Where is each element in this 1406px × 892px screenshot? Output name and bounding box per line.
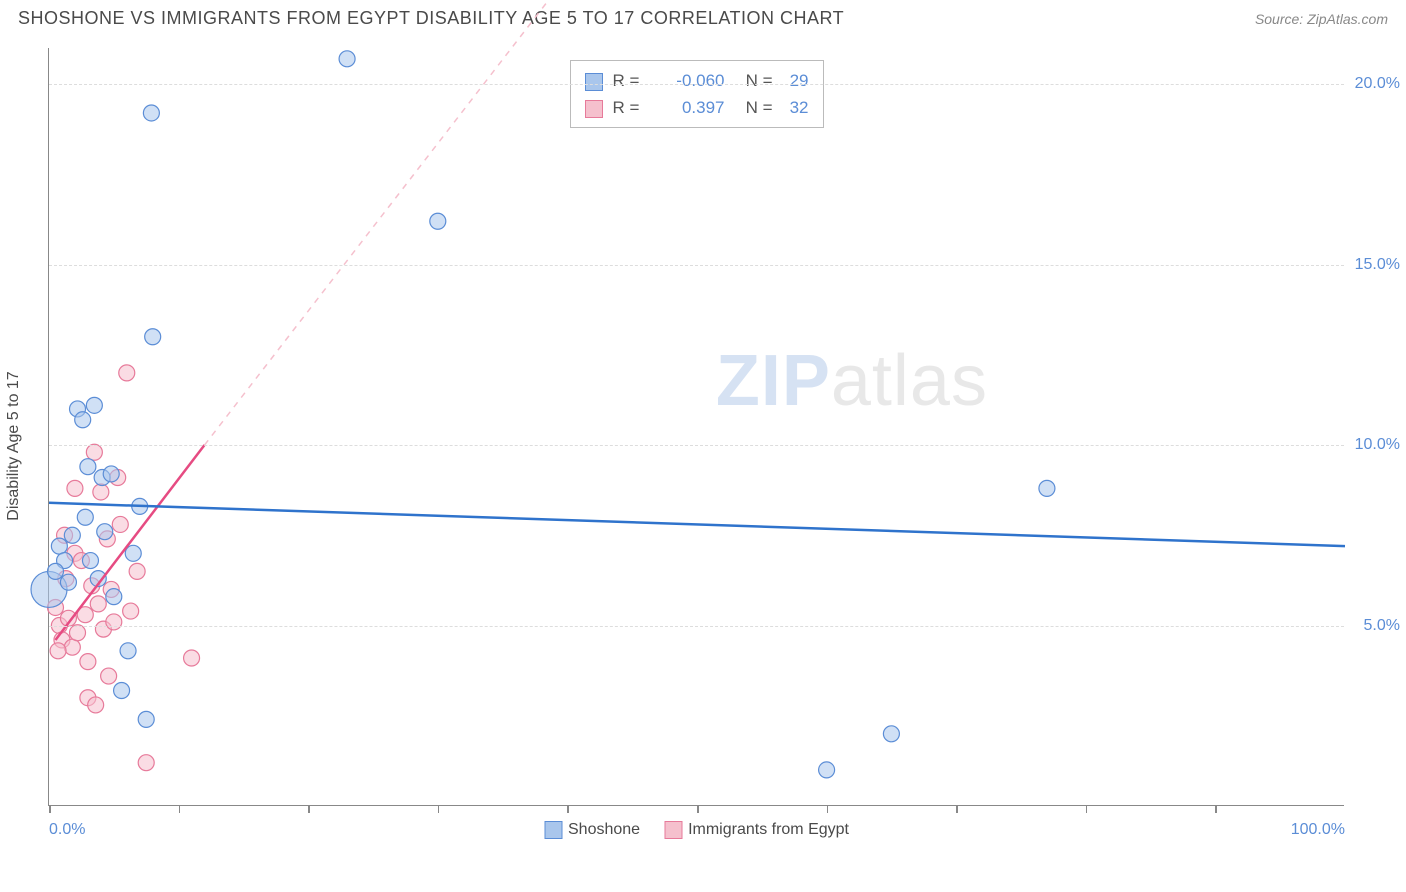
scatter-point xyxy=(67,480,83,496)
x-tick xyxy=(567,805,569,813)
scatter-point xyxy=(129,563,145,579)
n-label: N = xyxy=(725,67,773,94)
x-tick xyxy=(438,805,440,813)
scatter-point xyxy=(80,459,96,475)
x-tick xyxy=(956,805,958,813)
series-legend: Shoshone Immigrants from Egypt xyxy=(544,821,849,839)
trend-line xyxy=(49,503,1345,546)
scatter-point xyxy=(51,538,67,554)
gridline xyxy=(49,265,1344,266)
legend-item-egypt: Immigrants from Egypt xyxy=(664,821,849,839)
y-tick-label: 15.0% xyxy=(1355,256,1400,274)
scatter-point xyxy=(339,51,355,67)
scatter-point xyxy=(112,516,128,532)
y-axis-label: Disability Age 5 to 17 xyxy=(5,371,23,520)
scatter-point xyxy=(86,444,102,460)
n-value-1: 29 xyxy=(773,67,809,94)
scatter-point xyxy=(77,509,93,525)
r-label: R = xyxy=(613,94,653,121)
scatter-point xyxy=(80,654,96,670)
gridline xyxy=(49,626,1344,627)
scatter-point xyxy=(119,365,135,381)
scatter-point xyxy=(883,726,899,742)
scatter-point xyxy=(103,466,119,482)
legend-swatch-egypt-2 xyxy=(664,821,682,839)
scatter-point xyxy=(125,545,141,561)
n-value-2: 32 xyxy=(773,94,809,121)
scatter-point xyxy=(106,589,122,605)
scatter-point xyxy=(138,755,154,771)
correlation-legend: R = -0.060 N = 29 R = 0.397 N = 32 xyxy=(570,60,824,128)
r-value-2: 0.397 xyxy=(653,94,725,121)
x-tick xyxy=(179,805,181,813)
scatter-point xyxy=(88,697,104,713)
n-label: N = xyxy=(725,94,773,121)
scatter-point xyxy=(430,213,446,229)
y-tick-label: 5.0% xyxy=(1364,617,1400,635)
scatter-point xyxy=(64,527,80,543)
scatter-point xyxy=(143,105,159,121)
chart-header: SHOSHONE VS IMMIGRANTS FROM EGYPT DISABI… xyxy=(0,0,1406,33)
x-tick xyxy=(308,805,310,813)
scatter-point xyxy=(1039,480,1055,496)
scatter-point xyxy=(114,682,130,698)
x-tick xyxy=(697,805,699,813)
legend-swatch-shoshone xyxy=(585,73,603,91)
scatter-point xyxy=(123,603,139,619)
x-tick xyxy=(1086,805,1088,813)
x-tick-label: 100.0% xyxy=(1291,821,1345,839)
scatter-point xyxy=(97,524,113,540)
legend-swatch-shoshone-2 xyxy=(544,821,562,839)
gridline xyxy=(49,84,1344,85)
x-tick xyxy=(827,805,829,813)
chart-source: Source: ZipAtlas.com xyxy=(1255,11,1388,27)
gridline xyxy=(49,445,1344,446)
scatter-point xyxy=(93,484,109,500)
scatter-point xyxy=(64,639,80,655)
scatter-point xyxy=(50,643,66,659)
scatter-point xyxy=(47,563,63,579)
scatter-point xyxy=(82,553,98,569)
scatter-point xyxy=(86,397,102,413)
y-tick-label: 20.0% xyxy=(1355,75,1400,93)
scatter-point xyxy=(120,643,136,659)
scatter-point xyxy=(819,762,835,778)
x-tick xyxy=(1215,805,1217,813)
chart-title: SHOSHONE VS IMMIGRANTS FROM EGYPT DISABI… xyxy=(18,8,844,29)
x-tick xyxy=(49,805,51,813)
y-tick-label: 10.0% xyxy=(1355,436,1400,454)
scatter-point xyxy=(60,574,76,590)
scatter-point xyxy=(101,668,117,684)
trend-line xyxy=(205,0,568,445)
scatter-point xyxy=(145,329,161,345)
scatter-point xyxy=(75,412,91,428)
scatter-svg xyxy=(49,48,1345,806)
scatter-point xyxy=(138,711,154,727)
scatter-point xyxy=(70,625,86,641)
legend-swatch-egypt xyxy=(585,100,603,118)
r-label: R = xyxy=(613,67,653,94)
scatter-point xyxy=(106,614,122,630)
chart-plot-area: ZIPatlas R = -0.060 N = 29 R = 0.397 N =… xyxy=(48,48,1344,806)
r-value-1: -0.060 xyxy=(653,67,725,94)
scatter-point xyxy=(184,650,200,666)
legend-item-shoshone: Shoshone xyxy=(544,821,640,839)
x-tick-label: 0.0% xyxy=(49,821,85,839)
scatter-point xyxy=(90,596,106,612)
correlation-legend-row-1: R = -0.060 N = 29 xyxy=(585,67,809,94)
correlation-legend-row-2: R = 0.397 N = 32 xyxy=(585,94,809,121)
